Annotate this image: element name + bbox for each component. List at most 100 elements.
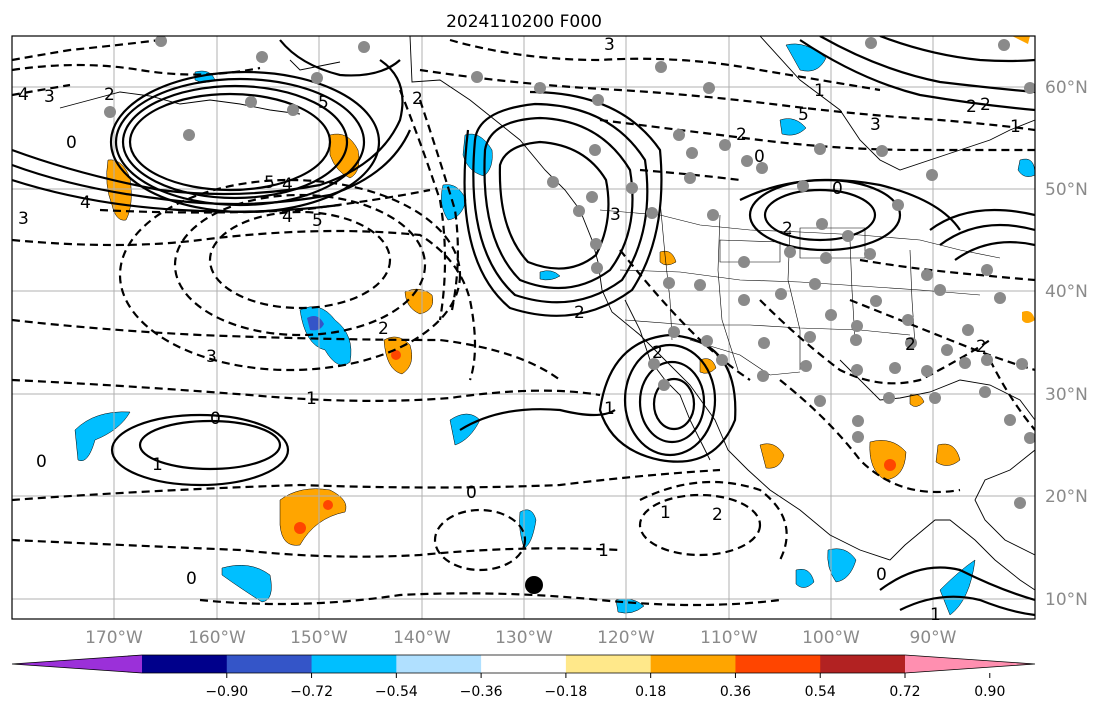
colorbar-swatch — [650, 655, 736, 673]
contour-label: 1 — [814, 81, 825, 101]
contour-line — [639, 480, 788, 561]
contour-line — [879, 36, 1035, 63]
solid-contours — [12, 36, 1035, 617]
contour-line — [472, 102, 649, 304]
colorbar-tick-label: −0.90 — [205, 684, 248, 700]
negative-anomaly — [779, 118, 807, 136]
contour-label: 0 — [876, 565, 887, 585]
contour-label: 3 — [18, 209, 29, 229]
contour-label: 2 — [980, 95, 991, 115]
contour-line — [929, 208, 1035, 231]
contour-line — [899, 595, 1035, 617]
contour-label: 2 — [905, 335, 916, 355]
negative-core — [307, 316, 324, 331]
contour-label: 2 — [104, 85, 115, 105]
contour-line — [12, 468, 721, 502]
contour-label: 3 — [44, 87, 55, 107]
lon-label: 120°W — [597, 628, 655, 648]
colorbar-swatch — [226, 655, 313, 673]
contour-line — [12, 378, 601, 402]
contour-line — [12, 229, 477, 381]
contour-label: 0 — [36, 452, 47, 472]
positive-anomaly — [759, 443, 785, 469]
contour-label: 1 — [152, 455, 163, 475]
contour-label: 2 — [782, 219, 793, 239]
contour-line — [121, 84, 349, 200]
contour-line — [739, 178, 961, 231]
lon-label: 150°W — [290, 628, 348, 648]
colorbar-tick-label: −0.72 — [290, 684, 333, 700]
contour-label: 1 — [598, 541, 609, 561]
lat-label: 40°N — [1045, 282, 1088, 302]
station-markers — [104, 36, 1035, 509]
contour-line — [173, 193, 427, 337]
colorbar-tick-label: 0.18 — [635, 684, 666, 700]
contour-line — [652, 377, 696, 431]
contour-line — [619, 249, 751, 381]
positive-core — [884, 459, 896, 471]
contour-label: 5 — [318, 93, 329, 113]
contour-line — [118, 178, 462, 372]
colorbar-swatch — [820, 655, 906, 673]
contour-line — [879, 566, 1035, 602]
contour-label: 1 — [306, 389, 317, 409]
contour-label: 1 — [660, 503, 671, 523]
colorbar-swatch — [481, 655, 567, 673]
contour-label: 1 — [1010, 117, 1021, 137]
contour-line — [12, 59, 404, 196]
contour-label: 0 — [832, 179, 843, 199]
contour-line — [759, 299, 991, 385]
contour-label: 2 — [378, 319, 389, 339]
contour-line — [763, 188, 877, 242]
positive-anomaly — [1022, 311, 1035, 323]
colorbar-swatch — [565, 655, 652, 673]
lat-label: 30°N — [1045, 385, 1088, 405]
contour-line — [199, 592, 781, 607]
contour-labels: 4 3 2 0 5 4 5 4 3 2 1 0 0 1 2 3 4 5 2 1 … — [18, 35, 1021, 625]
colorbar-extend-low — [12, 655, 142, 673]
contour-label: 2 — [652, 343, 663, 363]
map-frame — [11, 35, 1036, 620]
colorbar-tick-label: −0.18 — [544, 684, 587, 700]
colorbar-outline — [11, 654, 1036, 674]
contour-label: 2 — [976, 337, 987, 357]
contour-line — [12, 538, 621, 558]
contour-label: 3 — [610, 205, 621, 225]
negative-anomaly — [827, 548, 857, 583]
positive-anomaly — [935, 443, 961, 466]
contour-label: 3 — [870, 115, 881, 135]
contour-label: 5 — [312, 211, 323, 231]
lon-label: 140°W — [393, 628, 451, 648]
contour-line — [128, 92, 332, 192]
lon-label: 90°W — [910, 628, 957, 648]
positive-anomaly — [1012, 36, 1030, 44]
colorbar: −0.90 −0.72 −0.54 −0.36 −0.18 0.18 0.36 0.54 0.7… — [11, 654, 1036, 700]
contour-line — [99, 188, 431, 214]
lon-label: 110°W — [700, 628, 758, 648]
contour-line — [779, 379, 961, 494]
contour-label: 5 — [264, 173, 275, 193]
contour-label: 2 — [736, 125, 747, 145]
contour-line — [110, 413, 290, 487]
contour-line — [954, 241, 1035, 261]
contour-line — [398, 89, 447, 321]
storm-marker — [525, 576, 543, 594]
map-area — [12, 36, 1035, 619]
map-title: 2024110200 F000 — [446, 12, 602, 32]
positive-anomaly — [659, 250, 677, 266]
contour-line — [819, 36, 1035, 94]
contour-line — [498, 140, 610, 270]
contour-line — [638, 493, 762, 557]
colorbar-extend-high — [905, 655, 1035, 673]
contour-line — [208, 210, 392, 310]
positive-core — [294, 522, 306, 534]
contour-label: 2 — [574, 303, 585, 323]
longitude-labels: 170°W 160°W 150°W 140°W 130°W 120°W 110°… — [85, 628, 957, 648]
contour-line — [418, 99, 459, 311]
contour-label: 4 — [80, 193, 91, 213]
colorbar-swatch — [142, 655, 228, 673]
contour-line — [463, 90, 663, 317]
lon-label: 160°W — [188, 628, 246, 648]
contour-label: 0 — [66, 133, 77, 153]
